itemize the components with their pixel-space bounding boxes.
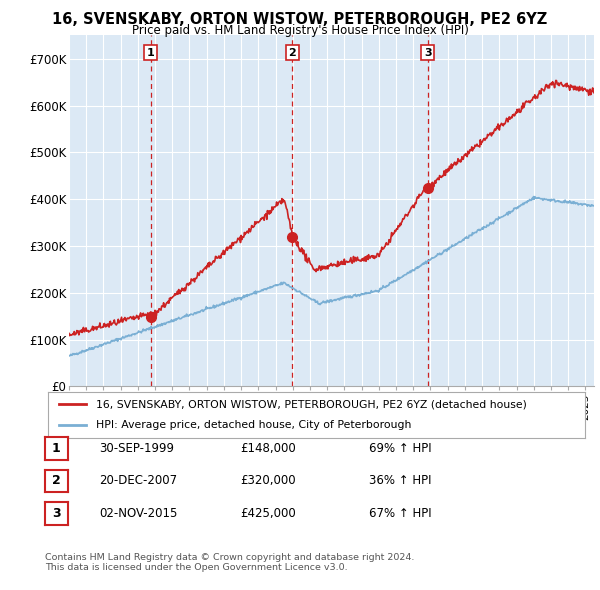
Text: 69% ↑ HPI: 69% ↑ HPI [369,442,431,455]
Text: 16, SVENSKABY, ORTON WISTOW, PETERBOROUGH, PE2 6YZ: 16, SVENSKABY, ORTON WISTOW, PETERBOROUG… [52,12,548,27]
Text: £148,000: £148,000 [240,442,296,455]
Text: HPI: Average price, detached house, City of Peterborough: HPI: Average price, detached house, City… [97,420,412,430]
Text: 2: 2 [52,474,61,487]
Text: 16, SVENSKABY, ORTON WISTOW, PETERBOROUGH, PE2 6YZ (detached house): 16, SVENSKABY, ORTON WISTOW, PETERBOROUG… [97,399,527,409]
Text: 3: 3 [424,48,431,58]
Text: 20-DEC-2007: 20-DEC-2007 [99,474,177,487]
Text: 3: 3 [52,507,61,520]
Text: £425,000: £425,000 [240,507,296,520]
Text: This data is licensed under the Open Government Licence v3.0.: This data is licensed under the Open Gov… [45,563,347,572]
Text: 30-SEP-1999: 30-SEP-1999 [99,442,174,455]
Text: 67% ↑ HPI: 67% ↑ HPI [369,507,431,520]
Text: Contains HM Land Registry data © Crown copyright and database right 2024.: Contains HM Land Registry data © Crown c… [45,553,415,562]
Text: 36% ↑ HPI: 36% ↑ HPI [369,474,431,487]
Text: £320,000: £320,000 [240,474,296,487]
Text: Price paid vs. HM Land Registry's House Price Index (HPI): Price paid vs. HM Land Registry's House … [131,24,469,37]
Text: 1: 1 [52,442,61,455]
Text: 2: 2 [289,48,296,58]
Text: 1: 1 [147,48,155,58]
Text: 02-NOV-2015: 02-NOV-2015 [99,507,178,520]
